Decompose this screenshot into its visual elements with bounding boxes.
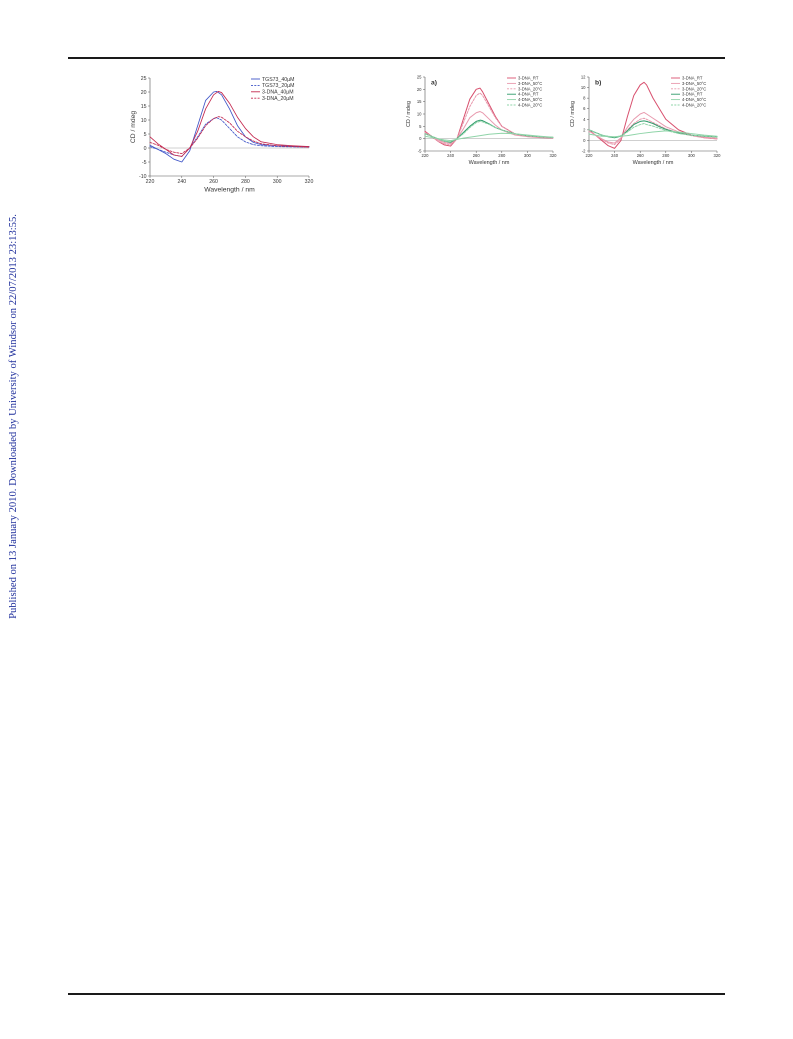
y-tick-label: 0 bbox=[419, 136, 422, 141]
series-line bbox=[149, 117, 310, 157]
y-tick-label: 20 bbox=[141, 90, 147, 96]
series-line bbox=[588, 123, 718, 138]
y-tick-label: 4 bbox=[583, 117, 586, 122]
cd-spectrum-chart-b: 220 240 260 280 300 320 -2 0 2 4 6 8 10 12 Wavelength … bbox=[570, 74, 722, 166]
y-tick-label: 25 bbox=[417, 74, 422, 79]
x-tick-label: 260 bbox=[473, 153, 481, 158]
x-tick-label: 260 bbox=[209, 179, 218, 185]
panel-label: a) bbox=[431, 80, 437, 87]
y-tick-label: 10 bbox=[581, 85, 586, 90]
y-axis-label: CD / mdeg bbox=[406, 101, 412, 127]
y-tick-label: -5 bbox=[418, 148, 422, 153]
x-tick-label: 240 bbox=[447, 153, 455, 158]
x-tick-label: 260 bbox=[637, 153, 645, 158]
cd-spectrum-chart-a: 220 240 260 280 300 320 -5 0 5 10 15 20 25 Wavelength… bbox=[406, 74, 558, 166]
x-tick-label: 280 bbox=[241, 179, 250, 185]
series-line bbox=[424, 120, 554, 143]
y-tick-label: 0 bbox=[583, 138, 586, 143]
x-tick-label: 300 bbox=[524, 153, 532, 158]
y-axis-label: CD / mdeg bbox=[130, 111, 137, 144]
legend-label: 4-DNA_RT bbox=[518, 92, 539, 97]
legend-label: 4-DNA_50°C bbox=[518, 97, 542, 102]
series-line bbox=[149, 116, 310, 155]
y-axis-label: CD / mdeg bbox=[570, 101, 576, 127]
x-axis-label: Wavelength / nm bbox=[469, 160, 510, 166]
series-line bbox=[424, 119, 554, 143]
y-tick-label: 0 bbox=[144, 146, 147, 152]
y-tick-label: 5 bbox=[144, 132, 147, 138]
y-tick-label: 5 bbox=[419, 124, 422, 129]
y-tick-label: 20 bbox=[417, 87, 422, 92]
header-rule bbox=[68, 57, 725, 59]
legend-label: 3-DNA_RT bbox=[682, 92, 703, 97]
x-tick-label: 300 bbox=[273, 179, 282, 185]
series-line bbox=[149, 91, 310, 163]
x-tick-label: 240 bbox=[611, 153, 619, 158]
legend-label: 3-DNA_20°C bbox=[518, 86, 542, 91]
x-tick-label: 280 bbox=[498, 153, 506, 158]
x-tick-label: 220 bbox=[422, 153, 430, 158]
legend-label: 4-DNA_20°C bbox=[518, 102, 542, 107]
x-tick-label: 240 bbox=[177, 179, 186, 185]
x-tick-label: 300 bbox=[688, 153, 696, 158]
x-axis-label: Wavelength / nm bbox=[204, 187, 255, 194]
y-tick-label: 10 bbox=[417, 111, 422, 116]
legend-label: 3-DNA_RT bbox=[682, 75, 703, 80]
publication-notice: Published on 13 January 2010. Downloaded… bbox=[7, 213, 19, 619]
y-tick-label: 8 bbox=[583, 96, 586, 101]
series-line bbox=[588, 117, 718, 146]
legend-label: TGS73_20µM bbox=[262, 83, 294, 89]
legend-label: 3-DNA_50°C bbox=[518, 81, 542, 86]
y-tick-label: 25 bbox=[141, 76, 147, 82]
legend-label: 4-DNA_20°C bbox=[682, 102, 706, 107]
x-axis-label: Wavelength / nm bbox=[633, 160, 674, 166]
y-tick-label: -2 bbox=[582, 148, 586, 153]
legend-label: 3-DNA_50°C bbox=[682, 81, 706, 86]
y-tick-label: 2 bbox=[583, 127, 586, 132]
series-line bbox=[424, 111, 554, 145]
y-tick-label: 10 bbox=[141, 118, 147, 124]
y-tick-label: -5 bbox=[142, 160, 147, 166]
y-tick-label: -10 bbox=[139, 174, 147, 180]
footer-rule bbox=[68, 993, 725, 995]
panel-label: b) bbox=[595, 80, 601, 87]
y-tick-label: 15 bbox=[417, 99, 422, 104]
legend-label: 3-DNA_20µM bbox=[262, 96, 294, 102]
legend-label: 3-DNA_RT bbox=[518, 75, 539, 80]
cd-spectrum-chart: 220 240 260 280 300 320 -10 -5 0 5 10 15 20 25 Wavelen… bbox=[130, 76, 314, 194]
y-tick-label: 6 bbox=[583, 106, 586, 111]
legend-label: 4-DNA_50°C bbox=[682, 97, 706, 102]
legend-label: 3-DNA_20°C bbox=[682, 86, 706, 91]
x-tick-label: 320 bbox=[550, 153, 558, 158]
series-line bbox=[149, 91, 310, 157]
x-tick-label: 320 bbox=[305, 179, 314, 185]
y-tick-label: 15 bbox=[141, 104, 147, 110]
x-tick-label: 220 bbox=[146, 179, 155, 185]
legend-label: TGS73_40µM bbox=[262, 77, 294, 83]
legend-label: 3-DNA_40µM bbox=[262, 90, 294, 96]
x-tick-label: 280 bbox=[662, 153, 670, 158]
x-tick-label: 220 bbox=[586, 153, 594, 158]
x-tick-label: 320 bbox=[714, 153, 722, 158]
y-tick-label: 12 bbox=[581, 74, 586, 79]
series-line bbox=[588, 111, 718, 144]
series-line bbox=[588, 81, 718, 149]
publication-sidebar: Published on 13 January 2010. Downloaded… bbox=[3, 210, 23, 622]
